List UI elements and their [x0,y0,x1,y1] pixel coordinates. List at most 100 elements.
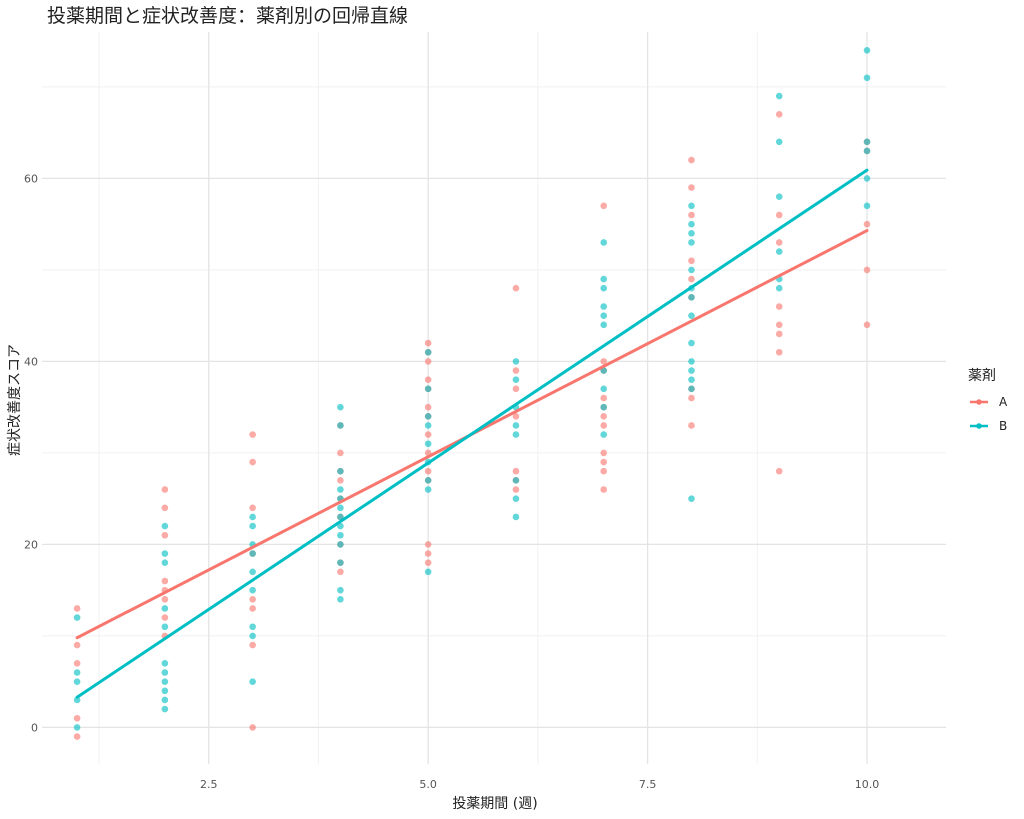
point-a [337,568,344,576]
point-a [249,596,256,603]
point-b [73,669,81,676]
point-b [775,92,783,100]
point-b [161,605,169,612]
point-a [424,339,432,347]
point-b [337,586,344,594]
point-a [161,614,169,621]
x-tick-label: 5.0 [419,778,437,791]
legend-item-a: A [970,395,1008,409]
point-b [688,367,695,374]
x-axis-ticks: 2.5 5.0 7.5 10.0 [200,778,879,791]
point-a [688,394,695,402]
point-b [600,321,608,329]
point-a [775,211,783,219]
point-a [161,577,169,585]
point-b [249,586,256,594]
point-a [424,467,432,475]
point-b [337,504,344,512]
point-b [863,175,871,182]
point-a [600,467,608,475]
point-a [600,394,608,402]
x-tick-label: 2.5 [200,778,218,791]
point-a [600,458,608,466]
point-a [337,477,344,484]
point-b [161,660,169,667]
point-b [512,513,520,521]
point-a [688,156,695,164]
point-a [512,467,520,475]
point-b [688,495,695,502]
point-b [775,248,783,255]
point-b [424,477,432,484]
regression-line-b [75,168,869,699]
point-b [688,239,695,246]
point-b [249,513,256,521]
point-a [775,330,783,338]
point-a [337,449,344,457]
grid-minor [42,32,946,764]
legend: 薬剤 A B [968,368,1008,433]
point-b [161,696,169,704]
point-a [775,348,783,356]
point-b [249,678,256,685]
point-b [249,632,256,640]
point-a [775,467,783,475]
point-a [73,714,81,722]
legend-item-b: B [970,419,1007,433]
point-b [337,596,344,603]
point-b [249,550,256,557]
point-a [600,202,608,210]
point-b [337,531,344,539]
point-b [337,486,344,493]
point-b [161,705,169,713]
point-a [600,358,608,365]
point-a [863,266,871,274]
point-b [688,294,695,301]
point-b [688,312,695,319]
point-b [863,147,871,155]
point-b [863,74,871,82]
point-a [424,541,432,548]
point-a [863,321,871,329]
point-b [688,202,695,210]
y-axis-title: 症状改善度スコア [7,344,23,456]
point-b [161,678,169,685]
point-b [600,284,608,292]
point-b [337,559,344,566]
point-b [863,202,871,210]
point-a [73,605,81,612]
point-b [424,422,432,429]
point-a [424,550,432,557]
point-b [424,385,432,393]
y-tick-label: 20 [24,538,38,551]
point-b [863,47,871,54]
point-a [688,257,695,265]
point-b [337,422,344,429]
point-a [600,413,608,420]
point-b [600,431,608,438]
point-b [512,431,520,438]
point-a [249,504,256,512]
point-b [688,358,695,365]
legend-dot-a [976,399,982,405]
point-b [161,669,169,676]
point-a [161,504,169,512]
legend-dot-b [976,423,982,429]
point-b [600,367,608,374]
point-b [688,266,695,274]
point-a [688,211,695,219]
point-b [512,495,520,502]
point-b [424,568,432,576]
point-a [512,413,520,420]
point-b [249,522,256,530]
chart-title: 投薬期間と症状改善度：薬剤別の回帰直線 [47,5,408,27]
point-b [337,403,344,411]
point-b [161,550,169,557]
point-b [337,467,344,475]
point-a [512,367,520,374]
point-b [775,193,783,200]
point-b [600,312,608,319]
point-a [775,111,783,118]
point-a [424,376,432,384]
